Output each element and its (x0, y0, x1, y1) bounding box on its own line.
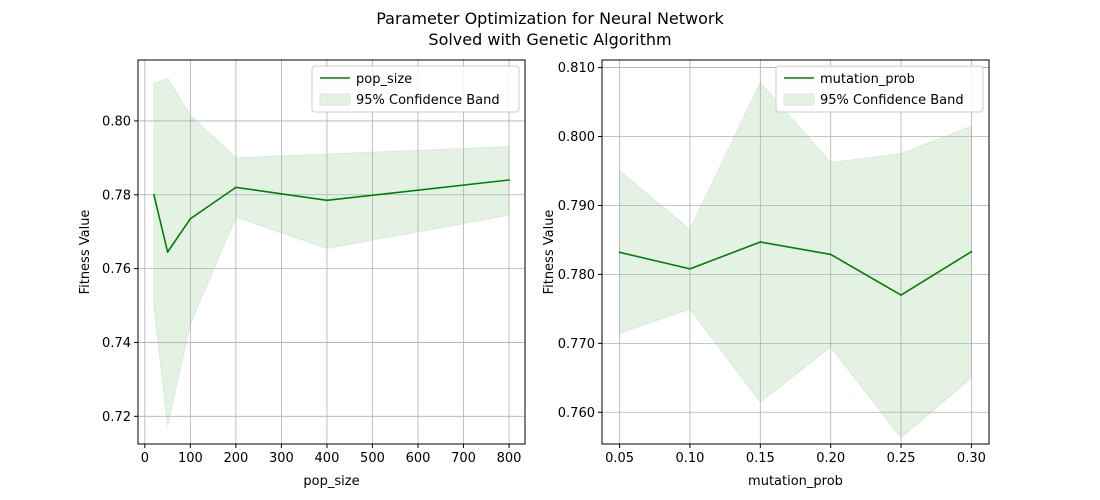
pop-size-y-tick-label: 0.78 (102, 188, 131, 203)
pop-size-x-tick-label: 700 (451, 451, 476, 466)
pop-size-y-tick-label: 0.74 (102, 336, 131, 351)
pop-size-axes-frame (137, 59, 526, 445)
mutation-prob-x-tick-label: 0.25 (887, 451, 916, 466)
pop-size-legend-box (311, 65, 520, 113)
mutation-prob-y-tick-label: 0.790 (558, 199, 595, 214)
mutation-prob-x-axis-label: mutation_prob (748, 474, 843, 489)
mutation-prob-data-point (689, 267, 691, 270)
pop-size-y-tick-label: 0.72 (102, 410, 131, 425)
mutation-prob-y-tick-label: 0.780 (558, 268, 595, 283)
mutation-prob-x-tick-label: 0.30 (957, 451, 986, 466)
mutation-prob-y-tick-label: 0.800 (558, 130, 595, 145)
pop-size-data-point (326, 199, 328, 202)
pop-size-data-point (234, 186, 237, 189)
mutation-prob-y-tick-label: 0.770 (558, 337, 595, 352)
pop-size-x-axis-label: pop_size (303, 474, 359, 489)
pop-size-series-line (153, 179, 510, 253)
pop-size-x-tick-label: 600 (406, 451, 431, 466)
pop-size-y-axis-label: Fitness Value (78, 210, 93, 295)
figure-title-line1: Parameter Optimization for Neural Networ… (376, 9, 724, 28)
mutation-prob-y-tick-label: 0.810 (558, 61, 595, 76)
mutation-prob-axes-frame (601, 59, 990, 445)
mutation-prob-legend-series-label: mutation_prob (820, 72, 915, 87)
mutation-prob-x-tick-label: 0.15 (746, 451, 775, 466)
pop-size-legend-band-swatch (319, 93, 351, 106)
mutation-prob-y-axis-label: Fitness Value (542, 210, 557, 295)
mutation-prob-data-point (970, 250, 973, 253)
mutation-prob-y-tick-label: 0.760 (558, 406, 595, 421)
mutation-prob-legend-band-swatch (783, 93, 815, 106)
pop-size-x-tick-label: 300 (269, 451, 294, 466)
pop-size-legend-series-label: pop_size (356, 72, 412, 87)
pop-size-x-tick-label: 0 (141, 451, 149, 466)
mutation-prob-data-point (759, 241, 762, 243)
figure-title-line2: Solved with Genetic Algorithm (428, 30, 671, 49)
mutation-prob-x-tick-label: 0.05 (605, 451, 634, 466)
pop-size-data-point (166, 251, 169, 253)
mutation-prob-data-point (829, 253, 832, 256)
pop-size-data-point (153, 193, 155, 196)
pop-size-y-tick-label: 0.76 (102, 262, 131, 277)
pop-size-x-tick-label: 100 (178, 451, 203, 466)
mutation-prob-legend-band-label: 95% Confidence Band (820, 93, 964, 108)
mutation-prob-data-point (900, 294, 902, 296)
pop-size-data-point (508, 179, 510, 181)
pop-size-legend-band-label: 95% Confidence Band (356, 93, 500, 108)
pop-size-subplot: 0 100 200 300 400 500 600 700 800 0.72 0.74 0.76 0.7… (78, 59, 526, 489)
pop-size-x-tick-label: 400 (315, 451, 340, 466)
mutation-prob-x-tick-label: 0.20 (816, 451, 845, 466)
mutation-prob-data-point (618, 251, 621, 254)
mutation-prob-subplot: 0.05 0.10 0.15 0.20 0.25 0.30 0.760 0.770 0.780 0… (542, 59, 990, 489)
mutation-prob-legend-box (775, 65, 984, 113)
pop-size-y-tick-label: 0.80 (102, 114, 131, 129)
pop-size-x-tick-label: 800 (497, 451, 522, 466)
mutation-prob-x-tick-label: 0.10 (675, 451, 704, 466)
pop-size-x-tick-label: 500 (360, 451, 385, 466)
pop-size-x-tick-label: 200 (223, 451, 248, 466)
mutation-prob-series-line (619, 241, 972, 296)
pop-size-data-point (189, 217, 192, 220)
